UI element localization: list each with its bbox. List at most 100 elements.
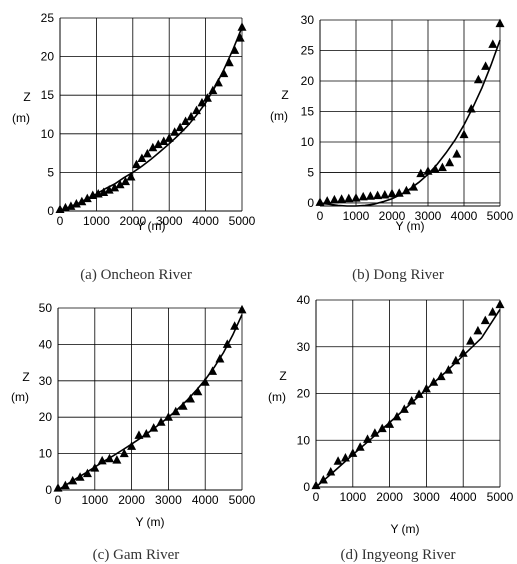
- x-tick-label: 2000: [376, 490, 403, 504]
- y-axis-unit: (m): [268, 390, 286, 404]
- y-tick-label: 0: [45, 483, 52, 497]
- data-point: [235, 33, 245, 42]
- panel-ingyeong-river: 0 1000 2000 3000 4000 5000 0 10 20 30 40 Y (m) Z (m) (…: [268, 293, 514, 563]
- data-point: [380, 190, 390, 199]
- panel-caption: (a) Oncheon River: [80, 267, 192, 283]
- x-tick-label: 4000: [192, 214, 219, 228]
- y-tick-label: 30: [301, 13, 315, 27]
- y-axis-label: Z: [23, 90, 30, 104]
- fit-curve: [57, 314, 243, 491]
- y-axis-unit: (m): [270, 109, 288, 123]
- y-tick-label: 5: [307, 165, 314, 179]
- panel-oncheon-river: 0 1000 2000 3000 4000 5000 0 5 10 15 20 25 Y (m) Z (m)…: [12, 11, 256, 283]
- x-tick-label: 3000: [413, 490, 440, 504]
- x-axis-label: Y (m): [395, 219, 424, 233]
- x-tick-label: 5000: [229, 493, 256, 507]
- x-tick-label: 1000: [83, 214, 110, 228]
- data-point: [445, 157, 455, 167]
- data-point: [115, 179, 125, 189]
- x-tick-label: 2000: [119, 214, 146, 228]
- y-tick-label: 20: [41, 50, 55, 64]
- data-point: [373, 190, 383, 200]
- data-point: [82, 468, 92, 478]
- data-point: [53, 483, 63, 492]
- y-tick-label: 20: [297, 387, 311, 401]
- data-point: [480, 315, 490, 325]
- data-point: [178, 401, 188, 410]
- x-axis-label: Y (m): [135, 515, 164, 529]
- y-tick-label: 25: [301, 43, 315, 57]
- x-tick-label: 4000: [192, 493, 219, 507]
- data-point: [488, 307, 498, 316]
- x-tick-label: 0: [57, 214, 64, 228]
- data-point: [164, 133, 174, 142]
- y-tick-label: 30: [39, 374, 53, 388]
- x-tick-label: 3000: [156, 214, 183, 228]
- y-tick-label: 5: [47, 165, 54, 179]
- data-point: [99, 187, 109, 196]
- y-tick-label: 15: [41, 88, 55, 102]
- data-point: [452, 149, 462, 158]
- data-point: [333, 456, 343, 465]
- data-point: [421, 383, 431, 393]
- y-axis-label: Z: [281, 88, 288, 102]
- x-tick-label: 4000: [451, 209, 478, 223]
- fit-curve: [59, 26, 243, 212]
- data-point: [473, 74, 483, 84]
- data-point: [159, 136, 169, 146]
- data-point: [365, 191, 375, 200]
- x-tick-label: 1000: [343, 209, 370, 223]
- data-point: [429, 377, 439, 386]
- data-point: [202, 93, 212, 102]
- x-axis-label: Y (m): [136, 219, 165, 233]
- data-point: [451, 355, 461, 365]
- data-point: [156, 417, 166, 426]
- y-axis-unit: (m): [11, 390, 29, 404]
- data-point: [326, 467, 336, 476]
- data-point: [416, 168, 426, 178]
- x-tick-label: 5000: [229, 214, 256, 228]
- data-point: [495, 299, 505, 309]
- y-axis-label: Z: [279, 369, 286, 383]
- data-point: [414, 389, 424, 398]
- x-tick-label: 0: [317, 209, 324, 223]
- data-point: [97, 455, 107, 465]
- data-point: [344, 193, 354, 203]
- y-tick-label: 15: [301, 104, 315, 118]
- data-point: [142, 148, 152, 158]
- data-point: [137, 153, 147, 163]
- data-point: [222, 339, 232, 348]
- y-axis-unit: (m): [12, 111, 30, 125]
- data-point: [430, 164, 440, 173]
- y-tick-label: 0: [303, 480, 310, 494]
- y-axis-label: Z: [22, 370, 29, 384]
- x-tick-label: 4000: [450, 490, 477, 504]
- data-point: [175, 122, 185, 132]
- x-tick-label: 3000: [155, 493, 182, 507]
- x-tick-label: 2000: [118, 493, 145, 507]
- y-tick-label: 10: [41, 127, 55, 141]
- y-tick-label: 40: [297, 293, 311, 307]
- x-tick-label: 5000: [487, 209, 514, 223]
- data-point: [473, 325, 483, 335]
- data-point: [337, 194, 347, 203]
- x-axis-label: Y (m): [390, 522, 419, 536]
- data-point: [181, 116, 191, 125]
- data-point: [322, 196, 332, 205]
- x-tick-label: 1000: [339, 490, 366, 504]
- data-point: [358, 191, 368, 201]
- y-tick-label: 10: [301, 135, 315, 149]
- data-point: [127, 441, 137, 450]
- data-point: [131, 159, 141, 169]
- data-point: [104, 185, 114, 194]
- x-tick-label: 0: [55, 493, 62, 507]
- y-tick-label: 0: [47, 204, 54, 218]
- data-point: [377, 423, 387, 433]
- y-tick-label: 30: [297, 340, 311, 354]
- data-point: [407, 395, 417, 405]
- data-point: [311, 480, 321, 490]
- fit-curve: [315, 308, 501, 488]
- panel-gam-river: 0 1000 2000 3000 4000 5000 0 10 20 30 40 50 Y (m) Z (m…: [11, 301, 256, 563]
- data-point: [466, 336, 476, 345]
- data-point: [237, 22, 247, 31]
